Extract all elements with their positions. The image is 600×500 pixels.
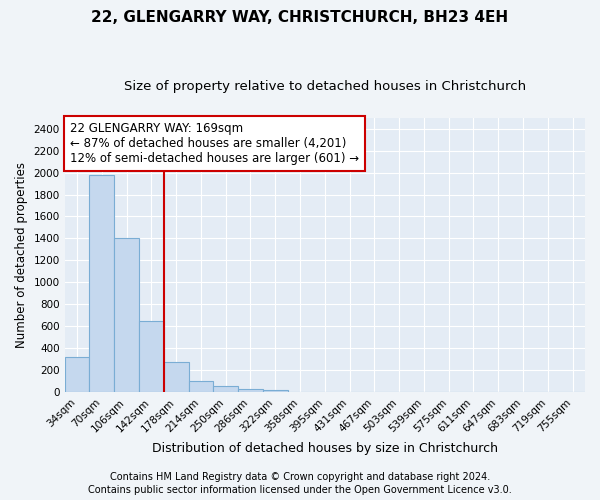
Bar (238, 388, 263, 392)
Y-axis label: Number of detached properties: Number of detached properties (15, 162, 28, 348)
Bar (164, 362, 188, 392)
Bar (65, 357, 89, 392)
Text: 22 GLENGARRY WAY: 169sqm
← 87% of detached houses are smaller (4,201)
12% of sem: 22 GLENGARRY WAY: 169sqm ← 87% of detach… (70, 122, 359, 165)
Text: 22, GLENGARRY WAY, CHRISTCHURCH, BH23 4EH: 22, GLENGARRY WAY, CHRISTCHURCH, BH23 4E… (91, 10, 509, 25)
Bar (263, 390, 287, 392)
X-axis label: Distribution of detached houses by size in Christchurch: Distribution of detached houses by size … (152, 442, 498, 455)
Text: Contains HM Land Registry data © Crown copyright and database right 2024.: Contains HM Land Registry data © Crown c… (110, 472, 490, 482)
Bar (214, 386, 238, 392)
Bar (89, 175, 114, 392)
Text: Contains public sector information licensed under the Open Government Licence v3: Contains public sector information licen… (88, 485, 512, 495)
Bar (139, 320, 164, 392)
Title: Size of property relative to detached houses in Christchurch: Size of property relative to detached ho… (124, 80, 526, 93)
Bar (188, 381, 214, 392)
Bar (114, 238, 139, 392)
